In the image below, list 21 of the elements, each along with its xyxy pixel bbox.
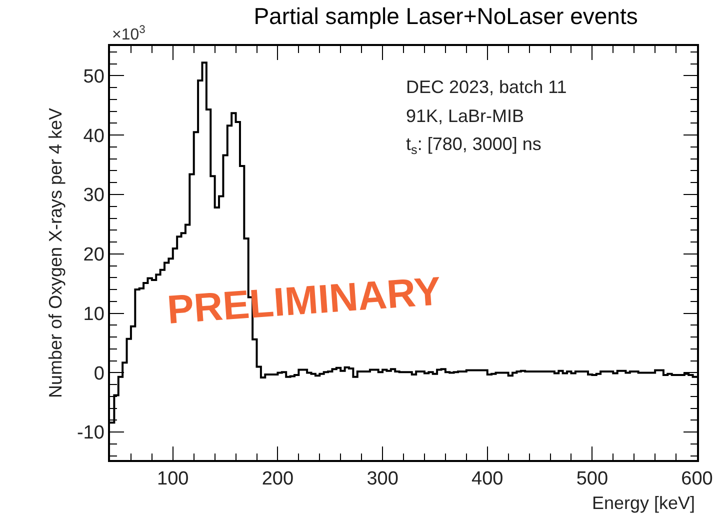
x-tick-label: 500 xyxy=(576,468,608,490)
y-tick-label: 50 xyxy=(83,66,104,88)
y-tick-label: 20 xyxy=(83,244,104,266)
y-axis-title: Number of Oxygen X-rays per 4 keV xyxy=(46,108,66,398)
chart-title: Partial sample Laser+NoLaser events xyxy=(254,2,638,29)
annotation: t$_{s}$: [780, 3000] ns xyxy=(406,134,542,157)
x-axis-title: Energy [keV] xyxy=(592,493,696,513)
x-tick-label: 300 xyxy=(366,468,398,490)
y-tick-label: 30 xyxy=(83,185,104,206)
annotation: DEC 2023, batch 11 xyxy=(406,77,567,97)
x-tick-label: 600 xyxy=(681,468,713,490)
y-tick-label: 10 xyxy=(83,304,104,325)
y-tick-label: -10 xyxy=(76,422,104,444)
annotation: PRELIMINARY xyxy=(166,269,443,332)
annotation: 91K, LaBr-MIB xyxy=(406,106,524,126)
x-tick-label: 200 xyxy=(262,468,294,490)
y-tick-label: 40 xyxy=(83,126,104,147)
y-tick-label: 0 xyxy=(94,363,104,384)
text: ×10$^{3}$ xyxy=(112,24,146,44)
x-tick-label: 400 xyxy=(472,468,504,490)
x-tick-label: 100 xyxy=(157,468,189,490)
